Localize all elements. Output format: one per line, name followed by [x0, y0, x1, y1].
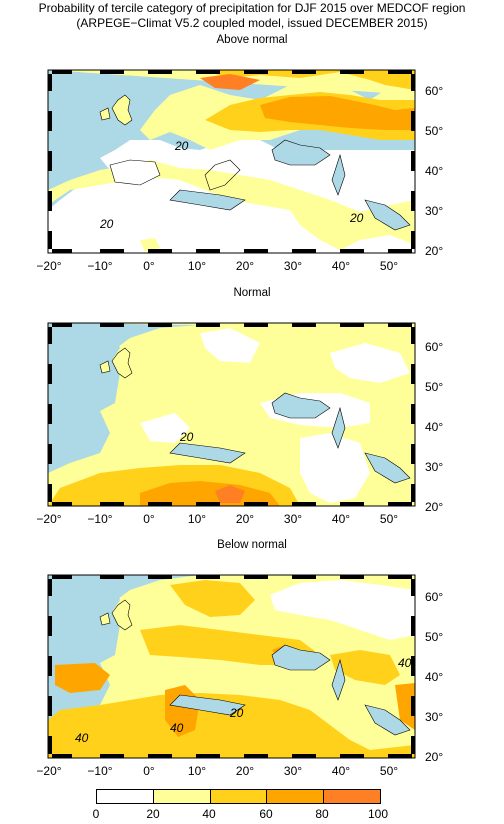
contour-label: 40: [75, 731, 89, 745]
lon-tick-label: 10°: [188, 512, 206, 526]
lon-tick-label: 50°: [380, 764, 398, 778]
lat-tick-label: 40°: [425, 670, 443, 684]
lon-tick-label: 30°: [284, 259, 302, 273]
contour-label: 20: [99, 217, 114, 231]
panel-title-below-normal: Below normal: [217, 539, 287, 551]
lon-tick-label: 40°: [332, 764, 350, 778]
contour-label: 40: [398, 656, 412, 670]
lon-tick-label: 50°: [380, 512, 398, 526]
colorbar-segment-20-40: [153, 790, 211, 803]
panel-title-normal: Normal: [233, 287, 271, 299]
lon-tick-label: −10°: [87, 512, 112, 526]
lat-tick-label: 60°: [425, 84, 443, 98]
colorbar-segment-60-80: [267, 790, 325, 803]
lon-tick-label: 20°: [236, 259, 254, 273]
lon-tick-label: 20°: [236, 764, 254, 778]
lon-tick-label: 0°: [143, 764, 155, 778]
lat-tick-label: 20°: [425, 750, 443, 764]
figure-title: Probability of tercile category of preci…: [38, 1, 466, 15]
lat-tick-label: 60°: [425, 340, 443, 354]
colorbar: [96, 789, 381, 804]
colorbar-segment-40-60: [210, 790, 268, 803]
contour-label: 20: [229, 706, 244, 720]
colorbar-label: 0: [92, 807, 100, 821]
lon-tick-label: 30°: [284, 764, 302, 778]
lon-tick-label: −20°: [36, 259, 61, 273]
lon-tick-label: 40°: [332, 259, 350, 273]
colorbar-segment-80-100: [324, 790, 380, 803]
lat-tick-label: 50°: [425, 380, 443, 394]
lat-tick-label: 30°: [425, 460, 443, 474]
contour-label: 20: [179, 430, 194, 444]
lat-tick-label: 30°: [425, 204, 443, 218]
lon-tick-label: −20°: [36, 764, 61, 778]
contour-label: 20: [174, 139, 189, 153]
contour-label: 40: [170, 721, 184, 735]
colorbar-label: 80: [315, 807, 329, 821]
contour-label: 20: [349, 211, 364, 225]
lon-tick-label: −10°: [87, 259, 112, 273]
lat-tick-label: 20°: [425, 244, 443, 258]
lon-tick-label: 30°: [284, 512, 302, 526]
lat-tick-label: 50°: [425, 124, 443, 138]
panel-title-above-normal: Above normal: [216, 34, 288, 46]
lon-tick-label: 10°: [188, 764, 206, 778]
lat-tick-label: 20°: [425, 500, 443, 514]
colorbar-label: 60: [259, 807, 273, 821]
lon-tick-label: 20°: [236, 512, 254, 526]
colorbar-label: 20: [146, 807, 160, 821]
lat-tick-label: 60°: [425, 590, 443, 604]
lon-tick-label: 0°: [143, 259, 155, 273]
colorbar-label: 40: [202, 807, 216, 821]
colorbar-label: 100: [367, 807, 389, 821]
lon-tick-label: 0°: [143, 512, 155, 526]
lat-tick-label: 40°: [425, 164, 443, 178]
lon-tick-label: 10°: [188, 259, 206, 273]
lat-tick-label: 50°: [425, 630, 443, 644]
colorbar-segment-0-20: [97, 790, 154, 803]
figure-subtitle: (ARPEGE−Climat V5.2 coupled model, issue…: [76, 16, 428, 30]
lat-tick-label: 40°: [425, 420, 443, 434]
lat-tick-label: 30°: [425, 710, 443, 724]
lon-tick-label: −20°: [36, 512, 61, 526]
lon-tick-label: 40°: [332, 512, 350, 526]
lon-tick-label: 50°: [380, 259, 398, 273]
lon-tick-label: −10°: [87, 764, 112, 778]
